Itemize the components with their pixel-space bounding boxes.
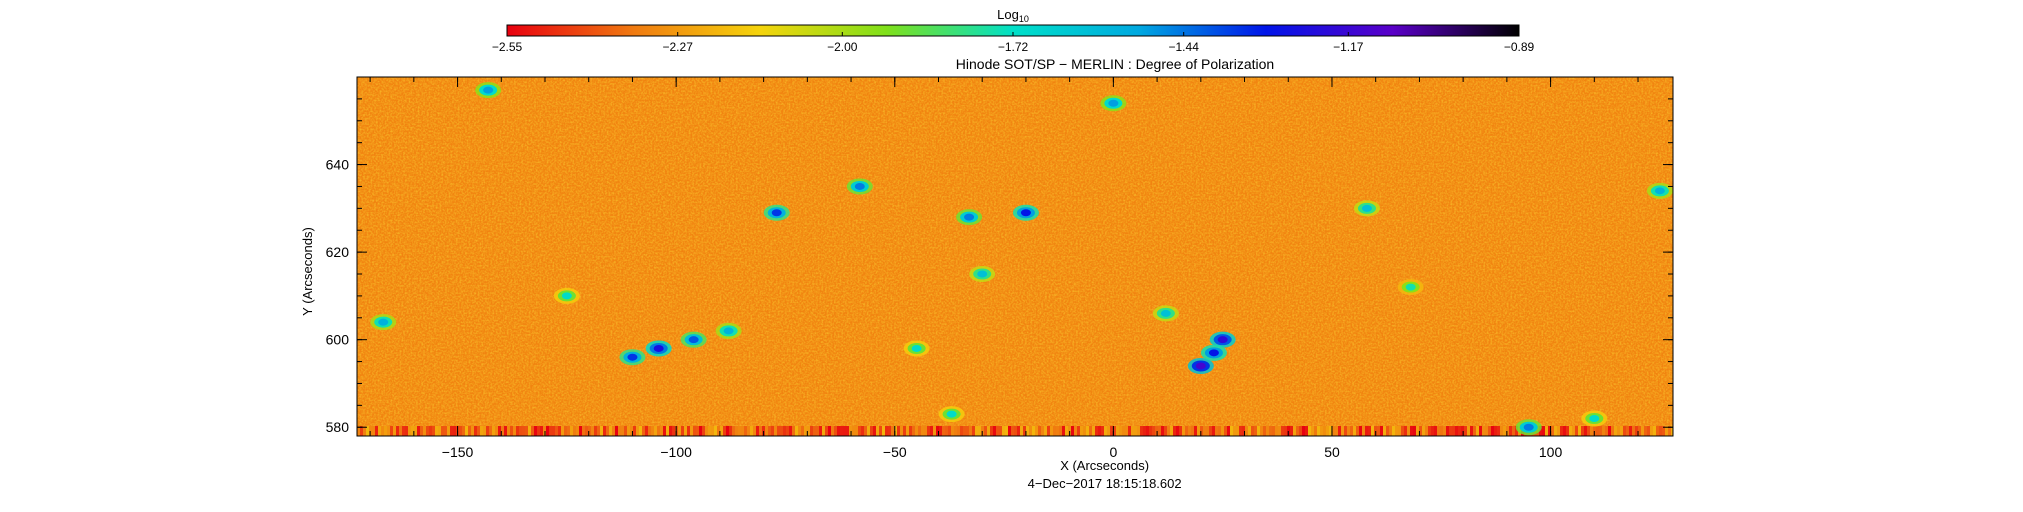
polarization-patch — [680, 331, 707, 348]
x-tick-label: 50 — [1324, 444, 1340, 460]
polarization-patch — [763, 204, 790, 221]
polarization-patch — [1515, 419, 1542, 436]
polarization-patch — [1200, 344, 1227, 361]
colorbar-tick-label: −2.55 — [492, 40, 523, 54]
polarization-patch — [1100, 95, 1127, 112]
polarization-patch — [938, 406, 965, 423]
y-tick-label: 620 — [326, 244, 350, 260]
y-tick-label: 600 — [326, 332, 350, 348]
x-tick-label: 100 — [1539, 444, 1563, 460]
colorbar-tick-label: −2.27 — [663, 40, 694, 54]
map-texture — [357, 77, 1673, 436]
observation-date: 4−Dec−2017 18:15:18.602 — [1028, 476, 1182, 491]
y-axis-label: Y (Arcseconds) — [300, 227, 315, 316]
polarization-map — [357, 77, 1673, 436]
polarization-patch — [715, 322, 742, 339]
polarization-patch — [645, 340, 672, 357]
polarization-patch — [553, 287, 580, 304]
polarization-patch — [846, 178, 873, 195]
polarization-patch — [903, 340, 930, 357]
chart-title: Hinode SOT/SP − MERLIN : Degree of Polar… — [956, 56, 1274, 72]
y-tick-label: 580 — [326, 419, 350, 435]
colorbar-ticks: −2.55 −2.27 −2.00 −1.72 −1.44 −1.17 −0.89 — [492, 32, 1535, 54]
x-axis-label: X (Arcseconds) — [1060, 458, 1149, 473]
colorbar-label: Log10 — [997, 7, 1029, 24]
polarization-patch — [956, 209, 983, 226]
polarization-patch — [370, 314, 397, 331]
polarization-patch — [1152, 305, 1179, 322]
colorbar-tick-label: −2.00 — [827, 40, 858, 54]
polarization-patch — [1012, 204, 1039, 221]
y-tick-label: 640 — [326, 157, 350, 173]
x-axis: −150 −100 −50 0 50 100 — [369, 77, 1639, 460]
polarization-patch — [619, 349, 646, 366]
plot-frame — [356, 76, 1674, 437]
map-edge-strip — [357, 426, 1673, 436]
colorbar-tick-label: −1.17 — [1333, 40, 1364, 54]
x-tick-label: −150 — [442, 444, 474, 460]
polarization-patch — [969, 266, 996, 283]
polarization-patch — [1646, 182, 1673, 199]
x-tick-label: 0 — [1109, 444, 1117, 460]
y-axis: 580 600 620 640 — [326, 76, 1673, 435]
colorbar-tick-label: −0.89 — [1504, 40, 1535, 54]
polarization-patch — [1397, 279, 1424, 296]
x-tick-label: −100 — [660, 444, 692, 460]
colorbar-tick-label: −1.44 — [1169, 40, 1200, 54]
polarization-patch — [1187, 357, 1214, 374]
polarization-patch — [475, 82, 502, 99]
polarization-patch — [1353, 200, 1380, 217]
colorbar-tick-label: −1.72 — [998, 40, 1029, 54]
x-tick-label: −50 — [883, 444, 907, 460]
polarization-patch — [1581, 410, 1608, 427]
polarization-patch — [1209, 331, 1236, 348]
